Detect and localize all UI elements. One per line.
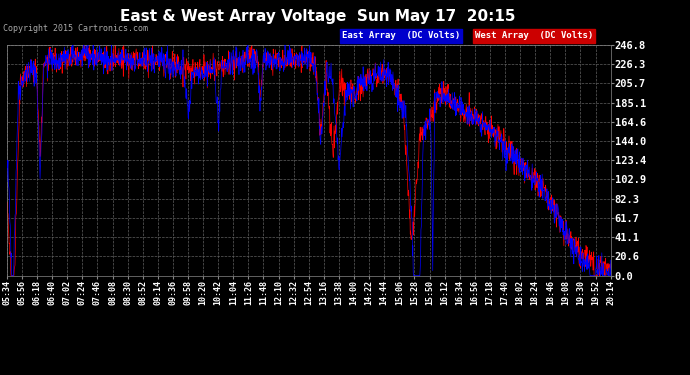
- Text: East Array  (DC Volts): East Array (DC Volts): [342, 32, 460, 40]
- Text: West Array  (DC Volts): West Array (DC Volts): [475, 32, 593, 40]
- Text: Copyright 2015 Cartronics.com: Copyright 2015 Cartronics.com: [3, 24, 148, 33]
- Text: East & West Array Voltage  Sun May 17  20:15: East & West Array Voltage Sun May 17 20:…: [119, 9, 515, 24]
